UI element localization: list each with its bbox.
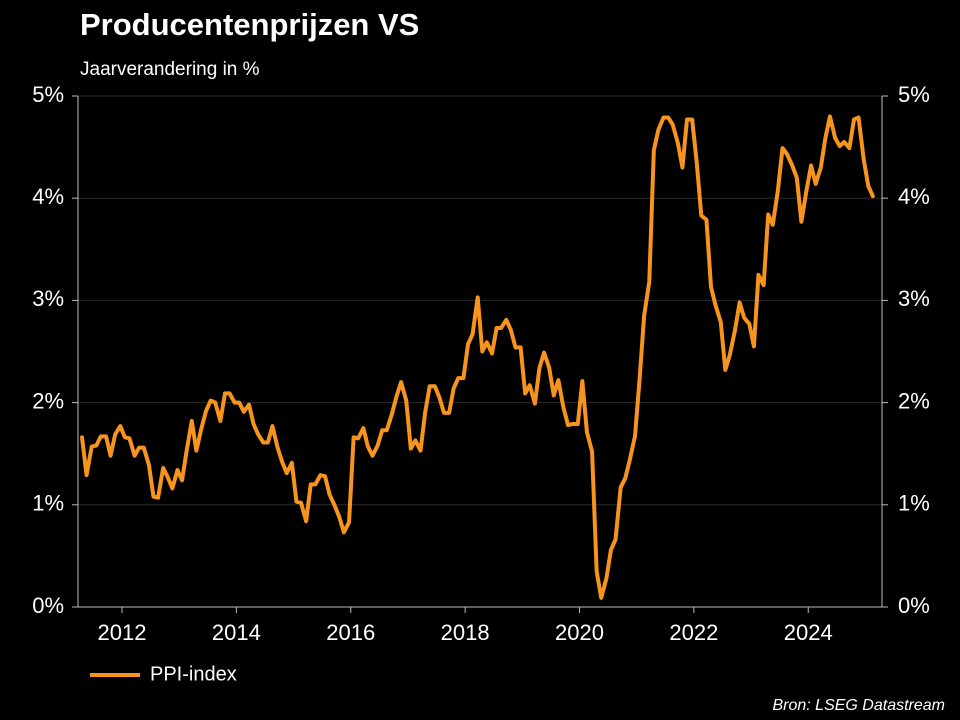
y2-tick-label: 1% — [898, 491, 930, 516]
x-tick-label: 2014 — [212, 620, 261, 645]
y-tick-label: 4% — [32, 184, 64, 209]
x-tick-label: 2016 — [326, 620, 375, 645]
y2-tick-label: 5% — [898, 82, 930, 107]
x-tick-label: 2012 — [98, 620, 147, 645]
y2-tick-label: 3% — [898, 286, 930, 311]
x-tick-label: 2018 — [441, 620, 490, 645]
source: Bron: LSEG Datastream — [772, 697, 945, 714]
y2-tick-label: 4% — [898, 184, 930, 209]
chart-subtitle: Jaarverandering in % — [80, 59, 260, 80]
series-line — [80, 114, 875, 600]
y-tick-label: 3% — [32, 286, 64, 311]
chart-title: Producentenprijzen VS — [80, 7, 419, 42]
x-tick-label: 2020 — [555, 620, 604, 645]
y-tick-label: 5% — [32, 82, 64, 107]
y2-tick-label: 0% — [898, 593, 930, 618]
y-tick-label: 1% — [32, 491, 64, 516]
x-tick-label: 2024 — [784, 620, 833, 645]
y-tick-label: 0% — [32, 593, 64, 618]
y-tick-label: 2% — [32, 388, 64, 413]
y2-tick-label: 2% — [898, 388, 930, 413]
legend-label: PPI-index — [150, 663, 237, 685]
x-tick-label: 2022 — [669, 620, 718, 645]
